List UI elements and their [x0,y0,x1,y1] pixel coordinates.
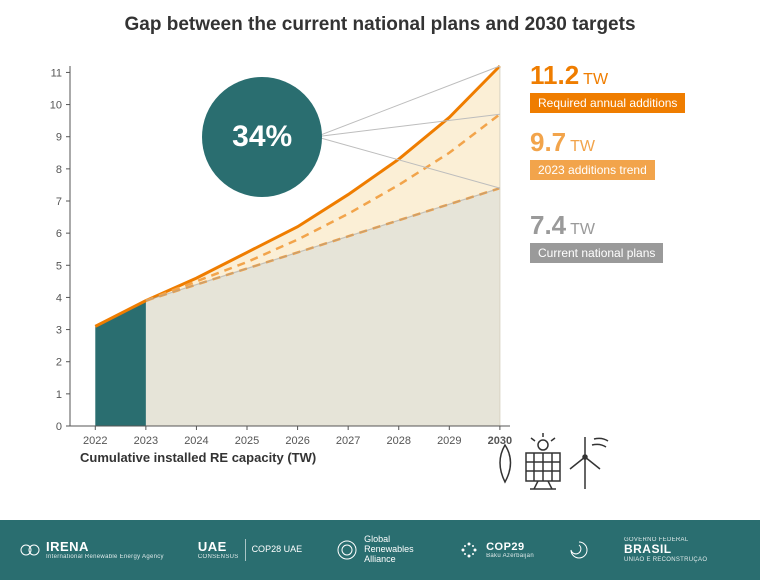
wind-turbine-icon [570,437,608,489]
badge-plans: Current national plans [530,243,663,263]
label-trend: 9.7 TW 2023 additions trend [530,127,740,180]
svg-text:2028: 2028 [386,435,410,447]
value-required: 11.2 [530,60,579,91]
value-trend: 9.7 [530,127,566,158]
svg-text:3: 3 [670,472,694,521]
svg-text:2025: 2025 [235,435,259,447]
unit-trend: TW [570,138,595,156]
logo-gra: Global Renewables Alliance [336,535,424,565]
series-end-labels: 11.2 TW Required annual additions 9.7 TW… [530,60,740,263]
svg-text:2022: 2022 [83,435,107,447]
svg-text:1: 1 [56,389,62,401]
logo-brasil: GOVERNO FEDERALBRASILUNIÃO E RECONSTRUÇÃ… [624,537,707,563]
footer-bar: IRENAInternational Renewable Energy Agen… [0,520,760,580]
svg-text:7: 7 [56,196,62,208]
water-drop-icon [500,445,511,482]
gap-percent-text: 34% [232,120,292,154]
svg-text:5: 5 [56,260,62,272]
svg-text:2: 2 [56,357,62,369]
logo-uae: UAECONSENSUS COP28 UAE [198,539,302,561]
svg-text:9: 9 [56,132,62,144]
svg-text:10: 10 [50,100,62,112]
unit-required: TW [583,71,608,89]
svg-text:2029: 2029 [437,435,461,447]
svg-text:0: 0 [56,421,62,433]
svg-text:6: 6 [56,228,62,240]
renewable-icons [490,427,610,502]
chart-title: Gap between the current national plans a… [0,0,760,36]
logo-cop29: COP29Baku Azerbaijan [458,539,534,561]
svg-text:11: 11 [51,67,62,79]
svg-text:2024: 2024 [184,435,208,447]
badge-trend: 2023 additions trend [530,160,655,180]
label-required: 11.2 TW Required annual additions [530,60,740,113]
svg-text:8: 8 [56,164,62,176]
svg-text:2027: 2027 [336,435,360,447]
logo-spiral [568,539,590,561]
svg-text:2026: 2026 [285,435,309,447]
logo-irena: IRENAInternational Renewable Energy Agen… [20,540,164,561]
svg-text:3: 3 [56,325,62,337]
badge-required: Required annual additions [530,93,685,113]
svg-text:4: 4 [56,292,62,304]
unit-plans: TW [570,221,595,239]
value-plans: 7.4 [530,210,566,241]
svg-text:Cumulative installed RE capaci: Cumulative installed RE capacity (TW) [80,450,316,465]
svg-text:2023: 2023 [134,435,158,447]
gap-percent-bubble: 34% [202,77,322,197]
label-plans: 7.4 TW Current national plans [530,210,740,263]
